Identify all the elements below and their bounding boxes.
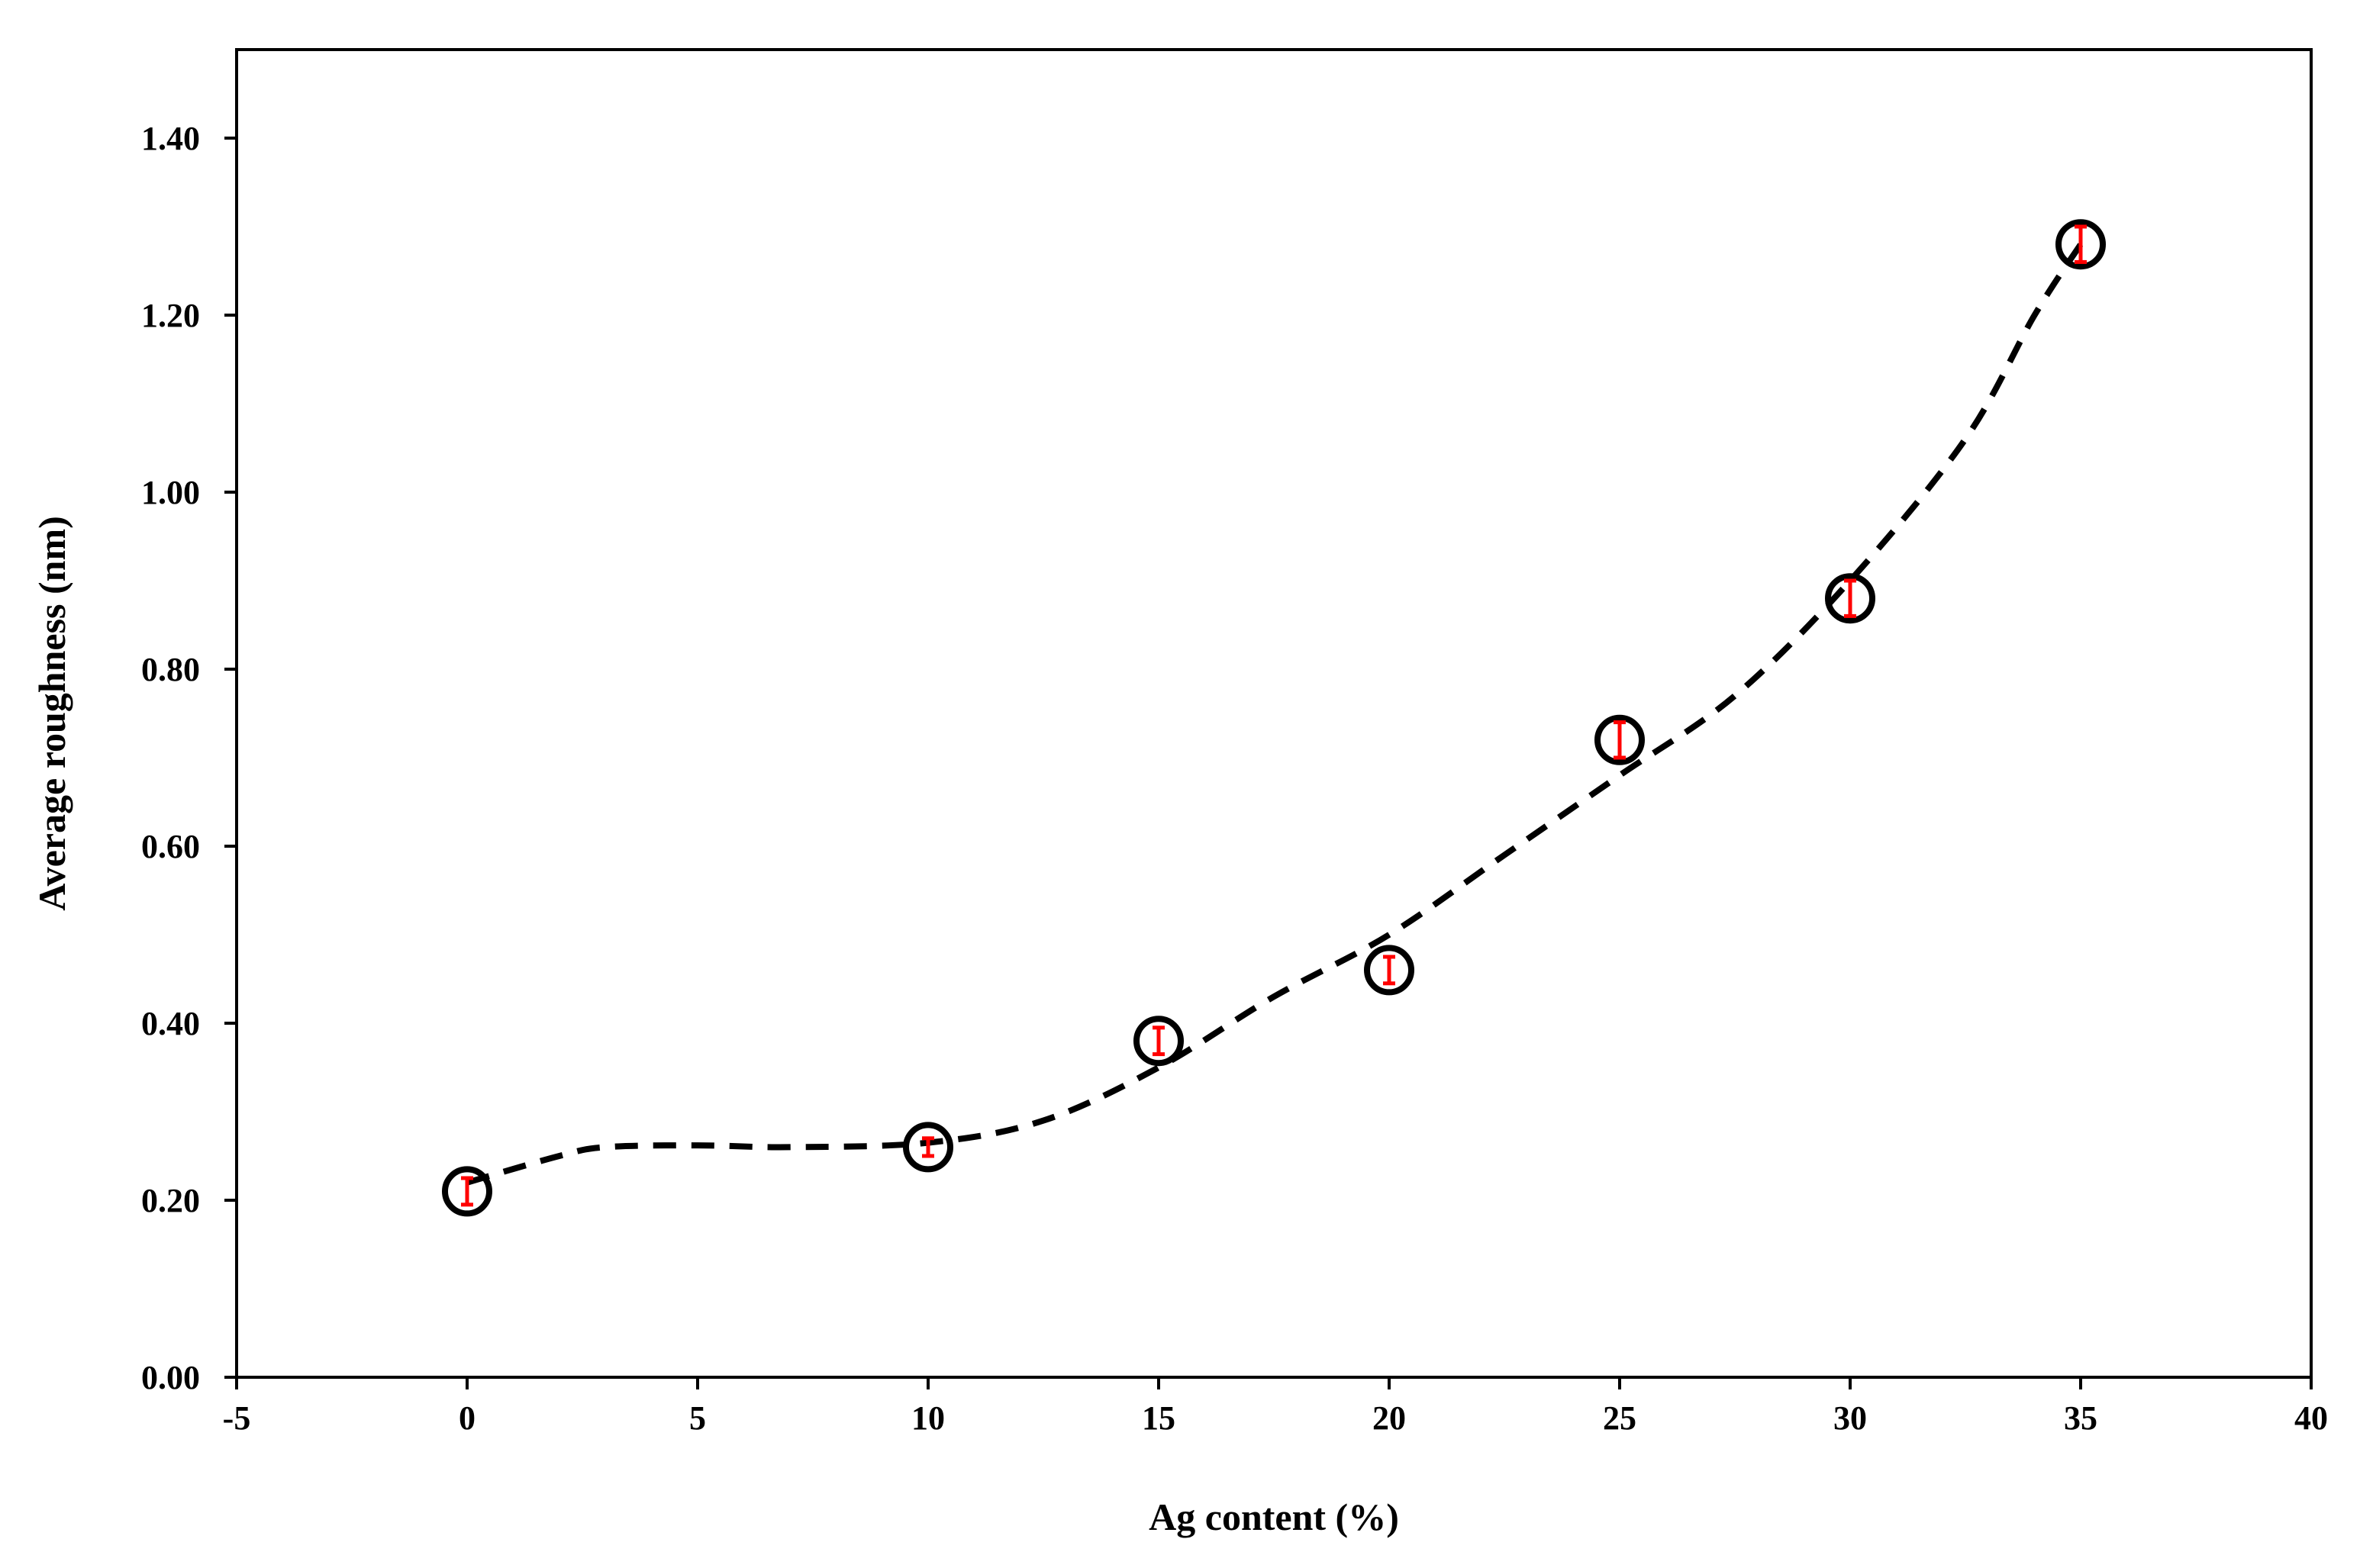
data-point: [903, 1122, 953, 1173]
x-axis-title: Ag content (%): [1149, 1496, 1399, 1538]
trend-line: [466, 243, 2084, 1186]
x-tick-label: 15: [1142, 1399, 1175, 1437]
data-point: [1364, 945, 1414, 996]
x-tick-label: 10: [911, 1399, 945, 1437]
data-point: [2055, 219, 2106, 270]
data-point: [442, 1166, 492, 1217]
x-tick-label: 25: [1603, 1399, 1636, 1437]
data-points: [442, 219, 2106, 1217]
y-axis-title: Average roughness (nm): [31, 516, 73, 911]
y-tick-label: 0.20: [141, 1182, 200, 1219]
x-tick-label: 30: [1833, 1399, 1867, 1437]
data-point-marker: [1133, 1016, 1184, 1067]
data-point: [1594, 714, 1645, 765]
x-tick-label: 0: [459, 1399, 476, 1437]
data-point-marker: [2055, 219, 2106, 270]
x-tick-label: 40: [2294, 1399, 2328, 1437]
y-tick-label: 0.40: [141, 1005, 200, 1042]
data-point: [1825, 573, 1875, 624]
plot-area: [235, 48, 2313, 1379]
data-point-marker: [903, 1122, 953, 1173]
data-point-marker: [1825, 573, 1875, 624]
y-tick-label: 0.80: [141, 651, 200, 688]
x-tick-label: 35: [2064, 1399, 2097, 1437]
y-tick-label: 0.00: [141, 1359, 200, 1396]
data-point: [1133, 1016, 1184, 1067]
y-axis-ticks: 0.00 0.20 0.40 0.60 0.80 1.00 1.20 1.40: [141, 120, 237, 1396]
data-point-marker: [442, 1166, 492, 1217]
data-point-marker: [1364, 945, 1414, 996]
data-point-marker: [1594, 714, 1645, 765]
y-tick-label: 1.20: [141, 297, 200, 334]
y-tick-label: 1.00: [141, 474, 200, 511]
x-axis-ticks: -5 0 5 10 15 20 25 30 35 40: [223, 1377, 2328, 1437]
y-tick-label: 0.60: [141, 828, 200, 865]
x-tick-label: 20: [1372, 1399, 1406, 1437]
x-tick-label: -5: [223, 1399, 251, 1437]
x-tick-label: 5: [689, 1399, 706, 1437]
y-tick-label: 1.40: [141, 120, 200, 157]
